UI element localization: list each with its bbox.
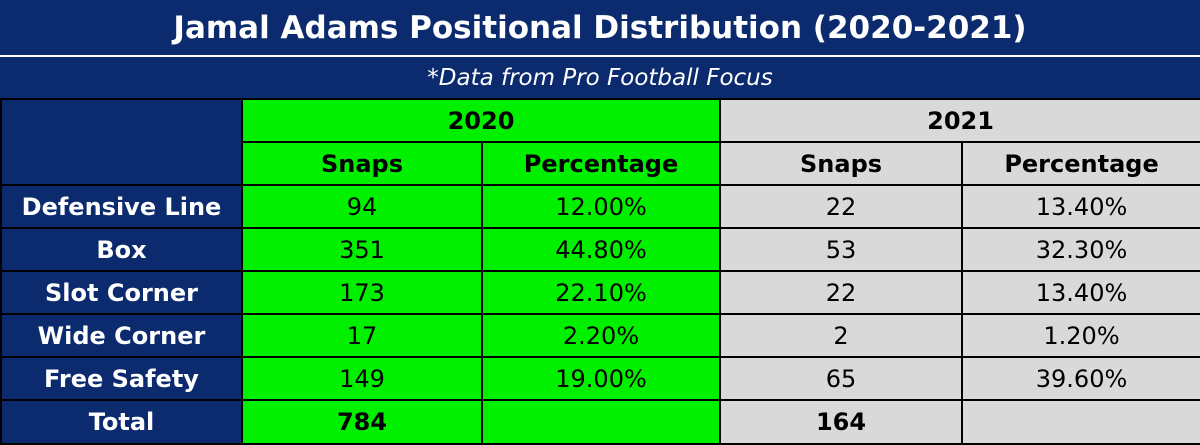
table-row: Box 351 44.80% 53 32.30% xyxy=(0,227,1200,272)
column-header-snaps-2020: Snaps xyxy=(241,141,483,186)
total-label: Total xyxy=(0,399,243,445)
table-row: Slot Corner 173 22.10% 22 13.40% xyxy=(0,270,1200,315)
cell-snaps-2020: 351 xyxy=(241,227,483,272)
cell-snaps-2020: 17 xyxy=(241,313,483,358)
chart-title: Jamal Adams Positional Distribution (202… xyxy=(0,0,1200,57)
cell-snaps-2021: 22 xyxy=(719,184,964,229)
total-snaps-2020: 784 xyxy=(241,399,483,445)
table-row: Defensive Line 94 12.00% 22 13.40% xyxy=(0,184,1200,229)
cell-snaps-2020: 173 xyxy=(241,270,483,315)
column-header-snaps-2021: Snaps xyxy=(719,141,964,186)
total-percentage-2020 xyxy=(480,399,722,445)
cell-percentage-2021: 13.40% xyxy=(961,270,1200,315)
row-label: Box xyxy=(0,227,243,272)
cell-percentage-2021: 39.60% xyxy=(961,356,1200,401)
cell-percentage-2020: 12.00% xyxy=(480,184,722,229)
row-label: Slot Corner xyxy=(0,270,243,315)
row-label: Defensive Line xyxy=(0,184,243,229)
total-row: Total 784 164 xyxy=(0,399,1200,445)
corner-cell xyxy=(0,98,243,186)
cell-percentage-2020: 19.00% xyxy=(480,356,722,401)
total-percentage-2021 xyxy=(961,399,1200,445)
cell-percentage-2020: 22.10% xyxy=(480,270,722,315)
column-header-percentage-2021: Percentage xyxy=(961,141,1200,186)
cell-snaps-2021: 22 xyxy=(719,270,964,315)
cell-snaps-2021: 65 xyxy=(719,356,964,401)
cell-snaps-2021: 2 xyxy=(719,313,964,358)
column-header-percentage-2020: Percentage xyxy=(480,141,722,186)
cell-percentage-2021: 32.30% xyxy=(961,227,1200,272)
total-snaps-2021: 164 xyxy=(719,399,964,445)
table-row: Free Safety 149 19.00% 65 39.60% xyxy=(0,356,1200,401)
cell-percentage-2020: 2.20% xyxy=(480,313,722,358)
cell-percentage-2021: 1.20% xyxy=(961,313,1200,358)
cell-percentage-2021: 13.40% xyxy=(961,184,1200,229)
row-label: Free Safety xyxy=(0,356,243,401)
cell-snaps-2020: 149 xyxy=(241,356,483,401)
row-label: Wide Corner xyxy=(0,313,243,358)
table-row: Wide Corner 17 2.20% 2 1.20% xyxy=(0,313,1200,358)
cell-snaps-2020: 94 xyxy=(241,184,483,229)
year-header-2020: 2020 xyxy=(240,98,722,143)
cell-percentage-2020: 44.80% xyxy=(480,227,722,272)
year-header-2021: 2021 xyxy=(719,98,1200,143)
year-header-row: 2020 2021 xyxy=(0,98,1200,186)
column-header-row: Snaps Percentage Snaps Percentage xyxy=(1,141,1200,186)
chart-subtitle: *Data from Pro Football Focus xyxy=(0,57,1200,98)
cell-snaps-2021: 53 xyxy=(719,227,964,272)
data-table: 2020 2021 Snaps Percentage Snaps Percent… xyxy=(0,98,1200,445)
